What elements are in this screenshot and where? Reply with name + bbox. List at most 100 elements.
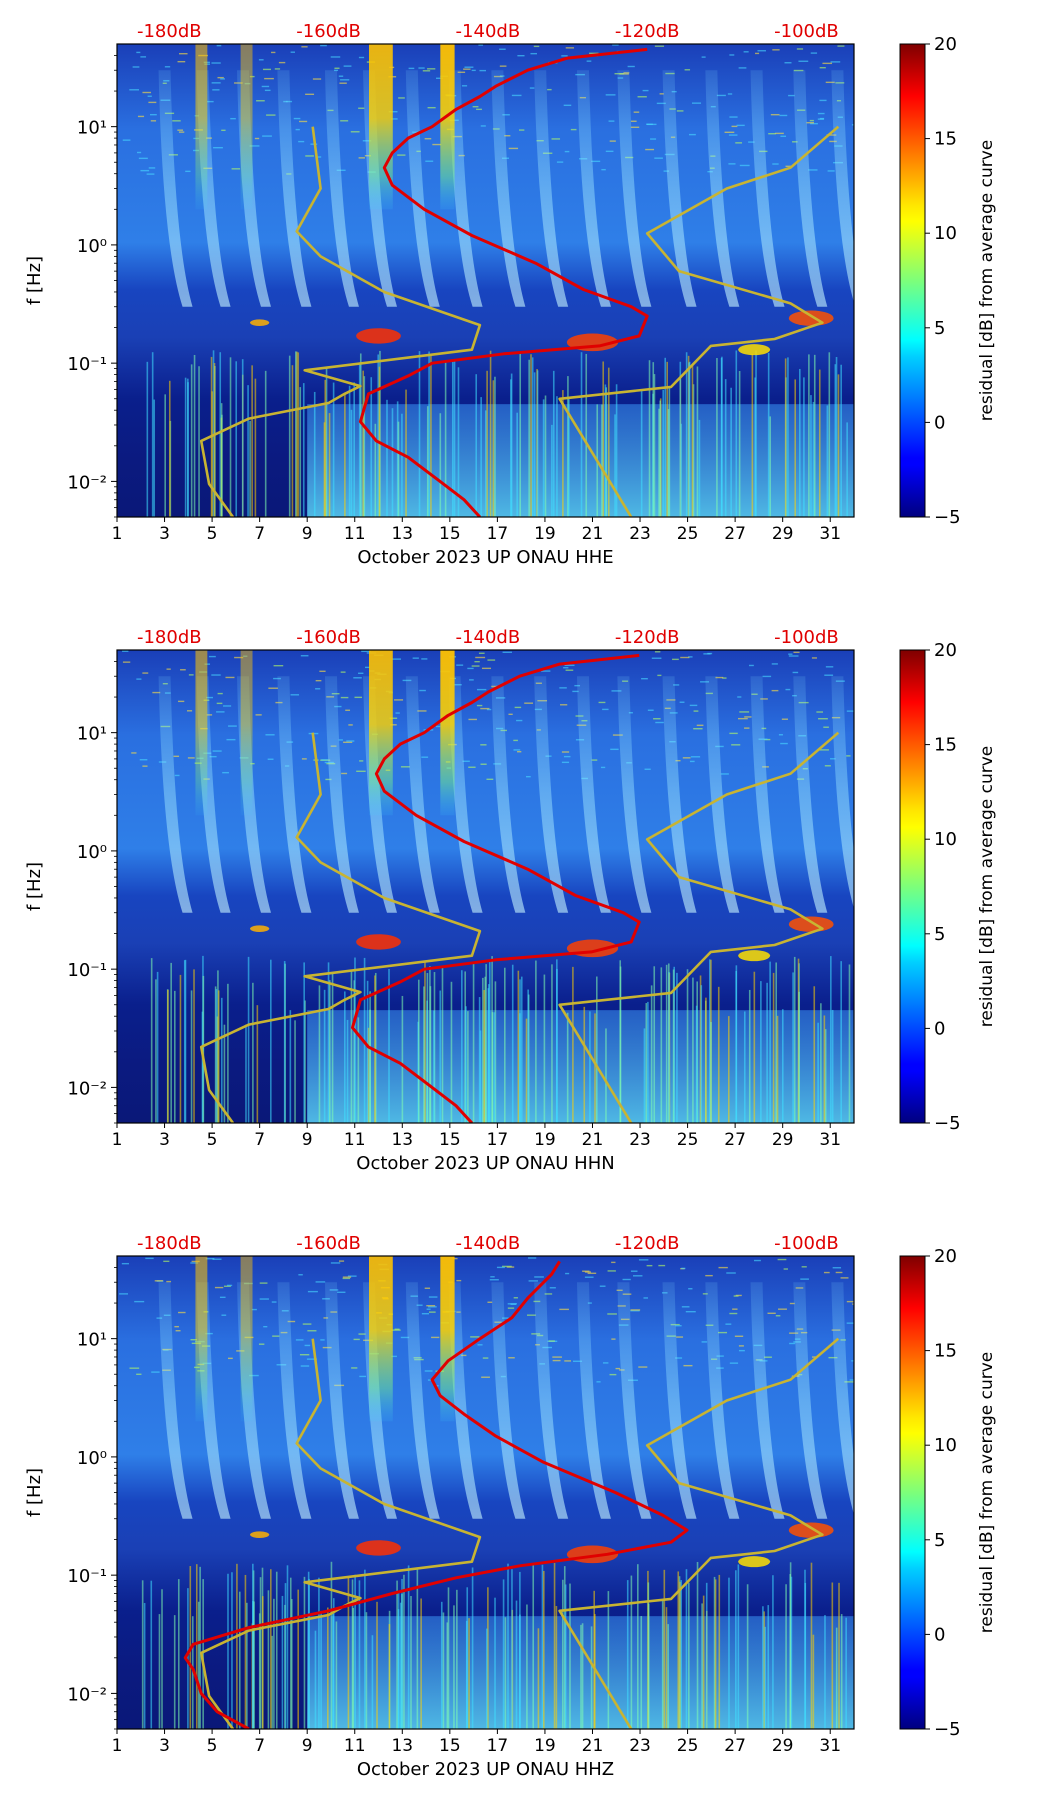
db-axis-label: -180dB [137,1233,202,1254]
x-tick-label: 19 [534,524,556,544]
y-tick-label: 10¹ [77,118,107,139]
x-tick-label: 27 [724,1736,746,1756]
x-tick-label: 7 [254,524,265,544]
band-highlight [440,650,455,816]
noise-model-low-line [199,126,482,517]
y-tick-label: 10⁻² [67,472,107,493]
colorbar-tick-label: −5 [934,1113,961,1134]
band-highlight [240,650,253,816]
hot-spot [250,319,270,326]
x-tick-label: 31 [819,1736,841,1756]
y-axis-label: f [Hz] [24,862,45,911]
y-tick-label: 10⁰ [77,1448,107,1469]
x-tick-label: 31 [819,524,841,544]
band-highlight [195,650,208,816]
band-highlight [195,1256,208,1422]
x-tick-label: 7 [254,1736,265,1756]
db-axis-label: -160dB [296,627,361,648]
noise-model-high-line [558,125,840,517]
hot-spot [738,1556,771,1568]
x-tick-label: 31 [819,1130,841,1150]
average-curve-line [351,653,641,1123]
x-tick-label: 23 [629,524,651,544]
spectrogram-heatmap [117,44,854,517]
x-tick-label: 11 [344,1130,366,1150]
spectrogram-heatmap [117,650,854,1123]
colorbar-tick-label: 0 [934,1018,945,1039]
x-tick-label: 7 [254,1130,265,1150]
x-tick-label: 25 [677,1130,699,1150]
x-tick-label: 23 [629,1736,651,1756]
y-tick-label: 10⁻¹ [67,1566,107,1587]
db-axis-label: -160dB [296,21,361,42]
colorbar-label: residual [dB] from average curve [977,746,997,1027]
x-tick-label: 5 [207,1736,218,1756]
colorbar-tick-label: −5 [934,1719,961,1740]
colorbar: −5 0 5 10 15 20 residual [dB] from average cur… [899,640,997,1134]
x-axis-label: October 2023 UP ONAU HHZ [357,1759,614,1780]
x-tick-label: 27 [724,524,746,544]
colorbar-label: residual [dB] from average curve [977,140,997,421]
x-tick-label: 5 [207,524,218,544]
x-axis-label: October 2023 UP ONAU HHE [357,547,613,568]
noise-model-high-line [558,1337,840,1729]
colorbar-gradient [899,1255,926,1730]
colorbar-tick-label: 15 [934,735,957,756]
x-axis-label: October 2023 UP ONAU HHN [356,1153,614,1174]
x-tick-label: 9 [302,1736,313,1756]
colorbar-gradient [899,649,926,1124]
band-highlight [195,44,208,210]
hot-spot [356,328,401,344]
hot-spot [738,344,771,356]
hot-spot [788,916,834,932]
hot-spot [356,1540,401,1556]
y-tick-label: 10⁻¹ [67,354,107,375]
x-tick-label: 29 [772,1736,794,1756]
colorbar-tick-label: 10 [934,829,957,850]
x-tick-label: 3 [159,1736,170,1756]
x-tick-label: 17 [487,1130,509,1150]
band-highlight [240,44,253,210]
x-tick-label: 11 [344,524,366,544]
y-tick-label: 10⁻² [67,1078,107,1099]
y-tick-label: 10⁻¹ [67,960,107,981]
y-axis-label: f [Hz] [24,1468,45,1517]
colorbar-tick-label: 10 [934,223,957,244]
x-tick-label: 15 [439,524,461,544]
x-tick-label: 15 [439,1130,461,1150]
x-tick-label: 13 [391,1130,413,1150]
x-tick-label: 19 [534,1736,556,1756]
microseism-lowfreq-region [307,404,854,517]
db-axis-label: -100dB [774,627,839,648]
hot-spot [250,925,270,932]
x-tick-label: 1 [112,1736,123,1756]
y-tick-label: 10¹ [77,724,107,745]
hot-spot [788,310,834,326]
x-tick-label: 21 [582,1736,604,1756]
band-highlight [369,44,393,210]
x-tick-label: 13 [391,524,413,544]
x-tick-label: 1 [112,1130,123,1150]
x-tick-label: 23 [629,1130,651,1150]
x-tick-label: 25 [677,1736,699,1756]
x-tick-label: 17 [487,524,509,544]
colorbar-tick-label: 0 [934,1624,945,1645]
average-curve-line [183,1260,689,1729]
colorbar-tick-label: 0 [934,412,945,433]
y-tick-label: 10⁰ [77,842,107,863]
y-tick-label: 10¹ [77,1330,107,1351]
colorbar: −5 0 5 10 15 20 residual [dB] from average cur… [899,34,997,528]
colorbar-tick-label: 5 [934,318,945,339]
x-tick-label: 1 [112,524,123,544]
colorbar-tick-label: −5 [934,507,961,528]
db-axis-label: -180dB [137,627,202,648]
x-tick-label: 3 [159,524,170,544]
x-tick-label: 21 [582,524,604,544]
band-highlight [369,650,393,816]
db-axis-label: -100dB [774,1233,839,1254]
y-tick-label: 10⁻² [67,1684,107,1705]
y-axis-label: f [Hz] [24,256,45,305]
